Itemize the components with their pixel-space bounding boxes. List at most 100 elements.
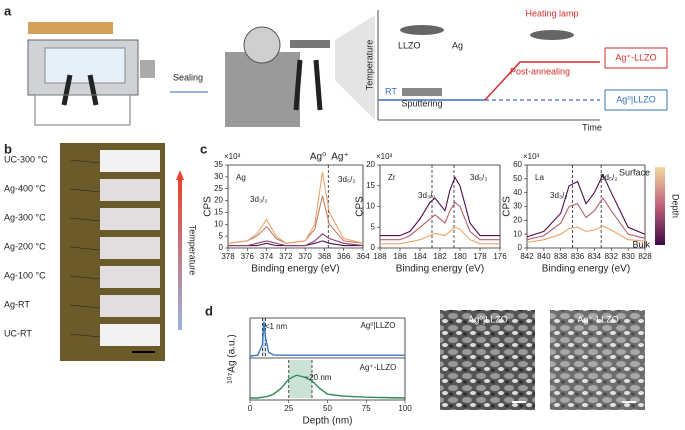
- pointer: [69, 188, 101, 193]
- y-tick-label: 40: [513, 188, 522, 197]
- y-tick-label: 20: [366, 160, 375, 169]
- sample-label: UC-300 °C: [4, 154, 48, 164]
- sample-slab: [100, 295, 160, 317]
- annotation: 3d₃/₂: [250, 195, 267, 204]
- x-axis-label: Binding energy (eV): [251, 264, 339, 275]
- y-tick-label: 10: [366, 202, 375, 211]
- x-tick-label: 834: [588, 252, 602, 261]
- series-line: [526, 197, 646, 241]
- x-tick-label: 188: [373, 252, 387, 261]
- y-tick-label: 15: [366, 181, 375, 190]
- x-tick-label: 184: [413, 252, 427, 261]
- series-line: [227, 172, 364, 244]
- annotation: Ag⁰|LLZO: [360, 321, 395, 330]
- colorbar: [655, 167, 665, 245]
- x-tick-label: 840: [537, 252, 551, 261]
- sem-image: [550, 310, 645, 410]
- x-tick-label: 828: [638, 252, 652, 261]
- step-label: Sealing: [173, 72, 203, 82]
- y-tick-label: 10: [214, 219, 223, 228]
- sample-slab: [100, 324, 160, 346]
- image-label: Ag⁰|LLZO: [468, 314, 507, 324]
- x-tick-label: 180: [453, 252, 467, 261]
- arrow: [178, 180, 182, 330]
- result-label: Ag⁺-LLZO: [615, 52, 656, 62]
- annotation: <1 nm: [265, 322, 288, 331]
- x-tick-label: 374: [260, 252, 274, 261]
- ag-label: Ag: [452, 40, 463, 50]
- sample-label: Ag-200 °C: [4, 241, 46, 251]
- annotation: La: [535, 173, 544, 182]
- arrow-label: Temperature: [188, 225, 198, 276]
- pointer: [69, 246, 101, 251]
- exponent: ×10³: [376, 152, 393, 161]
- panel-label: c: [200, 141, 207, 156]
- sputter-label: Sputtering: [401, 98, 442, 108]
- y-tick-label: 30: [513, 202, 522, 211]
- annotation: 3d₅/₂: [338, 175, 355, 184]
- y-tick-label: 25: [214, 184, 223, 193]
- x-tick-label: 176: [493, 252, 507, 261]
- colorbar-label: Depth: [671, 194, 681, 218]
- x-axis-label: Binding energy (eV): [396, 264, 484, 275]
- x-tick-label: 100: [398, 404, 412, 413]
- x-tick-label: 376: [241, 252, 255, 261]
- annotation: Ag⁺-LLZO: [360, 363, 397, 372]
- series-line: [250, 374, 406, 399]
- x-tick-label: 75: [362, 404, 371, 413]
- range-band: [262, 318, 266, 356]
- x-tick-label: 25: [284, 404, 293, 413]
- x-tick-label: 368: [318, 252, 332, 261]
- state-label: Ag⁺: [331, 152, 349, 163]
- y-tick-label: 0: [219, 243, 224, 252]
- annotation: 3d₅/₂: [470, 173, 487, 182]
- annotation: Zr: [388, 173, 396, 182]
- x-tick-label: 366: [337, 252, 351, 261]
- y-tick-label: 60: [513, 160, 522, 169]
- annotation: Ag: [236, 173, 246, 182]
- range-band: [288, 360, 312, 398]
- y-tick-label: 5: [219, 231, 224, 240]
- annotation: 3d₃/₂: [418, 191, 435, 200]
- lamp-label: Heating lamp: [525, 8, 578, 18]
- annotation: 3d₅/₂: [600, 173, 617, 182]
- chamber: [225, 15, 375, 127]
- pointer: [69, 333, 101, 338]
- y-tick-label: 30: [214, 172, 223, 181]
- x-tick-label: 842: [520, 252, 534, 261]
- sem-image: [440, 310, 535, 410]
- pointer: [69, 159, 101, 164]
- llzo-label: LLZO: [398, 40, 421, 50]
- y-tick-label: 20: [214, 196, 223, 205]
- sample-label: Ag-300 °C: [4, 212, 46, 222]
- result-label: Ag⁰|LLZO: [616, 94, 655, 104]
- axis-label: Temperature: [364, 40, 374, 91]
- series-line: [228, 233, 364, 247]
- series-line: [526, 173, 646, 238]
- sample-label: Ag-400 °C: [4, 183, 46, 193]
- sample-slab: [100, 208, 160, 230]
- sample-label: Ag-RT: [4, 299, 30, 309]
- annotation: ~20 nm: [305, 373, 332, 382]
- sample-slab: [100, 237, 160, 259]
- x-tick-label: 832: [605, 252, 619, 261]
- x-tick-label: 182: [433, 252, 447, 261]
- glovebox: [27, 22, 155, 126]
- y-axis-label: CPS: [203, 196, 214, 217]
- x-axis-label: Depth (nm): [302, 416, 352, 427]
- x-tick-label: 372: [279, 252, 293, 261]
- x-axis-label: Binding energy (eV): [542, 264, 630, 275]
- sample-slab: [100, 179, 160, 201]
- x-tick-label: 50: [323, 404, 332, 413]
- sample-slab: [100, 266, 160, 288]
- series-line: [526, 225, 646, 244]
- series-line: [380, 201, 500, 241]
- y-tick-label: 15: [214, 208, 223, 217]
- image-label: Ag⁺-LLZO: [577, 314, 618, 324]
- exponent: ×10³: [224, 152, 241, 161]
- annotation: 3d₃/₂: [550, 191, 567, 200]
- y-axis-label: CPS: [502, 196, 513, 217]
- x-tick-label: 186: [393, 252, 407, 261]
- colorbar-label: Surface: [619, 167, 650, 177]
